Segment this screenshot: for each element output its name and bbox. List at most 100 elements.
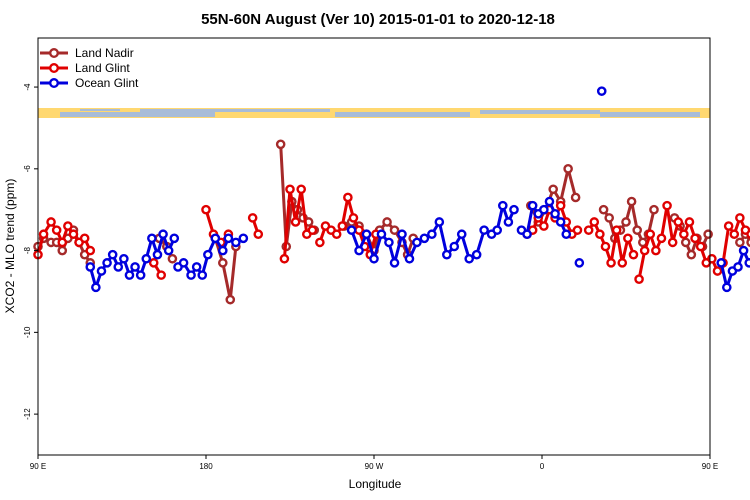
data-point-land-glint bbox=[712, 266, 723, 276]
x-tick-label: 90 E bbox=[702, 462, 718, 471]
data-point-land-glint bbox=[623, 233, 633, 244]
data-point-land-glint bbox=[690, 233, 700, 244]
data-point-land-glint bbox=[628, 249, 639, 260]
data-point-land-glint bbox=[707, 253, 717, 264]
legend-entry-land-glint: Land Glint bbox=[40, 61, 130, 75]
data-point-land-glint bbox=[572, 225, 583, 235]
data-point-land-nadir bbox=[563, 164, 573, 174]
data-point-ocean-glint bbox=[527, 200, 538, 211]
data-point-ocean-glint bbox=[197, 270, 208, 280]
data-point-land-nadir bbox=[598, 204, 609, 215]
data-point-ocean-glint bbox=[119, 253, 129, 264]
data-point-land-glint bbox=[57, 237, 68, 248]
data-point-land-glint bbox=[85, 245, 96, 256]
data-point-land-glint bbox=[656, 233, 667, 244]
chart-title: 55N-60N August (Ver 10) 2015-01-01 to 20… bbox=[201, 11, 555, 28]
data-point-land-glint bbox=[723, 221, 734, 231]
data-point-ocean-glint bbox=[522, 229, 532, 240]
map-strip bbox=[38, 108, 710, 118]
data-point-land-glint bbox=[679, 229, 689, 240]
data-point-ocean-glint bbox=[152, 249, 163, 260]
data-point-land-glint bbox=[296, 184, 307, 195]
x-tick-label: 90 W bbox=[365, 462, 384, 471]
data-point-land-glint bbox=[651, 245, 661, 256]
data-point-ocean-glint bbox=[384, 237, 394, 248]
x-axis: 90 E 180 90 W 0 90 E bbox=[30, 455, 718, 471]
data-point-ocean-glint bbox=[449, 241, 460, 252]
data-point-land-nadir bbox=[225, 294, 236, 305]
series-line-land-nadir bbox=[602, 200, 656, 244]
map-strip-ocean bbox=[480, 110, 600, 114]
data-point-ocean-glint bbox=[441, 249, 452, 260]
data-point-land-nadir bbox=[686, 249, 697, 260]
data-point-ocean-glint bbox=[376, 229, 387, 240]
data-point-land-glint bbox=[51, 225, 62, 235]
data-point-ocean-glint bbox=[124, 270, 135, 280]
legend: Land Nadir Land Glint Ocean Glint bbox=[40, 46, 139, 90]
data-point-ocean-glint bbox=[744, 258, 750, 268]
data-point-ocean-glint bbox=[716, 258, 727, 268]
y-tick-label: -10 bbox=[23, 326, 32, 338]
data-point-land-glint bbox=[611, 225, 622, 235]
data-point-land-glint bbox=[746, 229, 750, 239]
data-point-land-nadir bbox=[389, 225, 400, 235]
legend-marker-land-nadir bbox=[49, 48, 60, 59]
data-point-ocean-glint bbox=[555, 217, 566, 227]
data-point-land-glint bbox=[148, 258, 159, 268]
data-point-land-nadir bbox=[680, 237, 691, 248]
data-point-land-nadir bbox=[548, 184, 559, 195]
data-point-land-glint bbox=[343, 192, 353, 203]
data-point-ocean-glint bbox=[169, 233, 180, 244]
data-point-ocean-glint bbox=[574, 258, 585, 268]
data-point-land-glint bbox=[695, 241, 706, 252]
data-point-ocean-glint bbox=[412, 237, 422, 248]
data-point-ocean-glint bbox=[191, 262, 202, 272]
data-point-ocean-glint bbox=[596, 86, 607, 96]
data-point-land-glint bbox=[68, 229, 79, 240]
data-point-ocean-glint bbox=[130, 262, 140, 272]
data-point-ocean-glint bbox=[419, 233, 430, 244]
data-point-ocean-glint bbox=[135, 270, 146, 280]
legend-entry-ocean-glint: Ocean Glint bbox=[40, 76, 139, 90]
y-tick-label: -12 bbox=[23, 408, 32, 420]
data-point-ocean-glint bbox=[158, 229, 168, 240]
map-strip-ocean bbox=[600, 112, 700, 117]
data-point-ocean-glint bbox=[404, 253, 415, 264]
data-point-ocean-glint bbox=[464, 253, 475, 264]
legend-label-land-glint: Land Glint bbox=[75, 61, 130, 75]
data-point-land-nadir bbox=[57, 245, 68, 256]
data-point-land-glint bbox=[617, 258, 628, 268]
data-point-land-nadir bbox=[167, 253, 178, 264]
data-point-ocean-glint bbox=[346, 225, 357, 235]
data-point-land-nadir bbox=[649, 204, 659, 215]
data-point-land-glint bbox=[38, 229, 49, 240]
data-point-land-glint bbox=[600, 241, 611, 252]
data-point-land-nadir bbox=[621, 217, 631, 227]
data-point-land-glint bbox=[667, 237, 678, 248]
data-point-land-glint bbox=[735, 213, 745, 223]
legend-label-ocean-glint: Ocean Glint bbox=[75, 76, 139, 90]
data-point-ocean-glint bbox=[238, 233, 249, 244]
data-point-ocean-glint bbox=[544, 196, 555, 207]
series-layer bbox=[33, 86, 750, 305]
data-point-ocean-glint bbox=[85, 262, 96, 272]
legend-marker-ocean-glint bbox=[49, 77, 60, 88]
legend-marker-land-glint bbox=[49, 62, 60, 73]
data-point-ocean-glint bbox=[223, 233, 234, 244]
data-point-land-glint bbox=[539, 221, 549, 231]
data-point-ocean-glint bbox=[210, 233, 221, 244]
data-point-land-glint bbox=[315, 237, 325, 248]
data-point-land-glint bbox=[729, 229, 740, 240]
data-point-ocean-glint bbox=[217, 245, 228, 256]
series-line-ocean-glint bbox=[88, 232, 176, 289]
data-point-land-glint bbox=[279, 253, 290, 264]
data-point-ocean-glint bbox=[497, 200, 508, 211]
data-point-land-glint bbox=[589, 217, 600, 227]
map-strip-ocean bbox=[335, 112, 470, 117]
data-point-land-glint bbox=[348, 213, 359, 223]
data-point-land-nadir bbox=[632, 225, 643, 235]
data-point-ocean-glint bbox=[231, 237, 241, 248]
data-point-land-glint bbox=[684, 217, 695, 227]
data-point-ocean-glint bbox=[361, 229, 372, 240]
